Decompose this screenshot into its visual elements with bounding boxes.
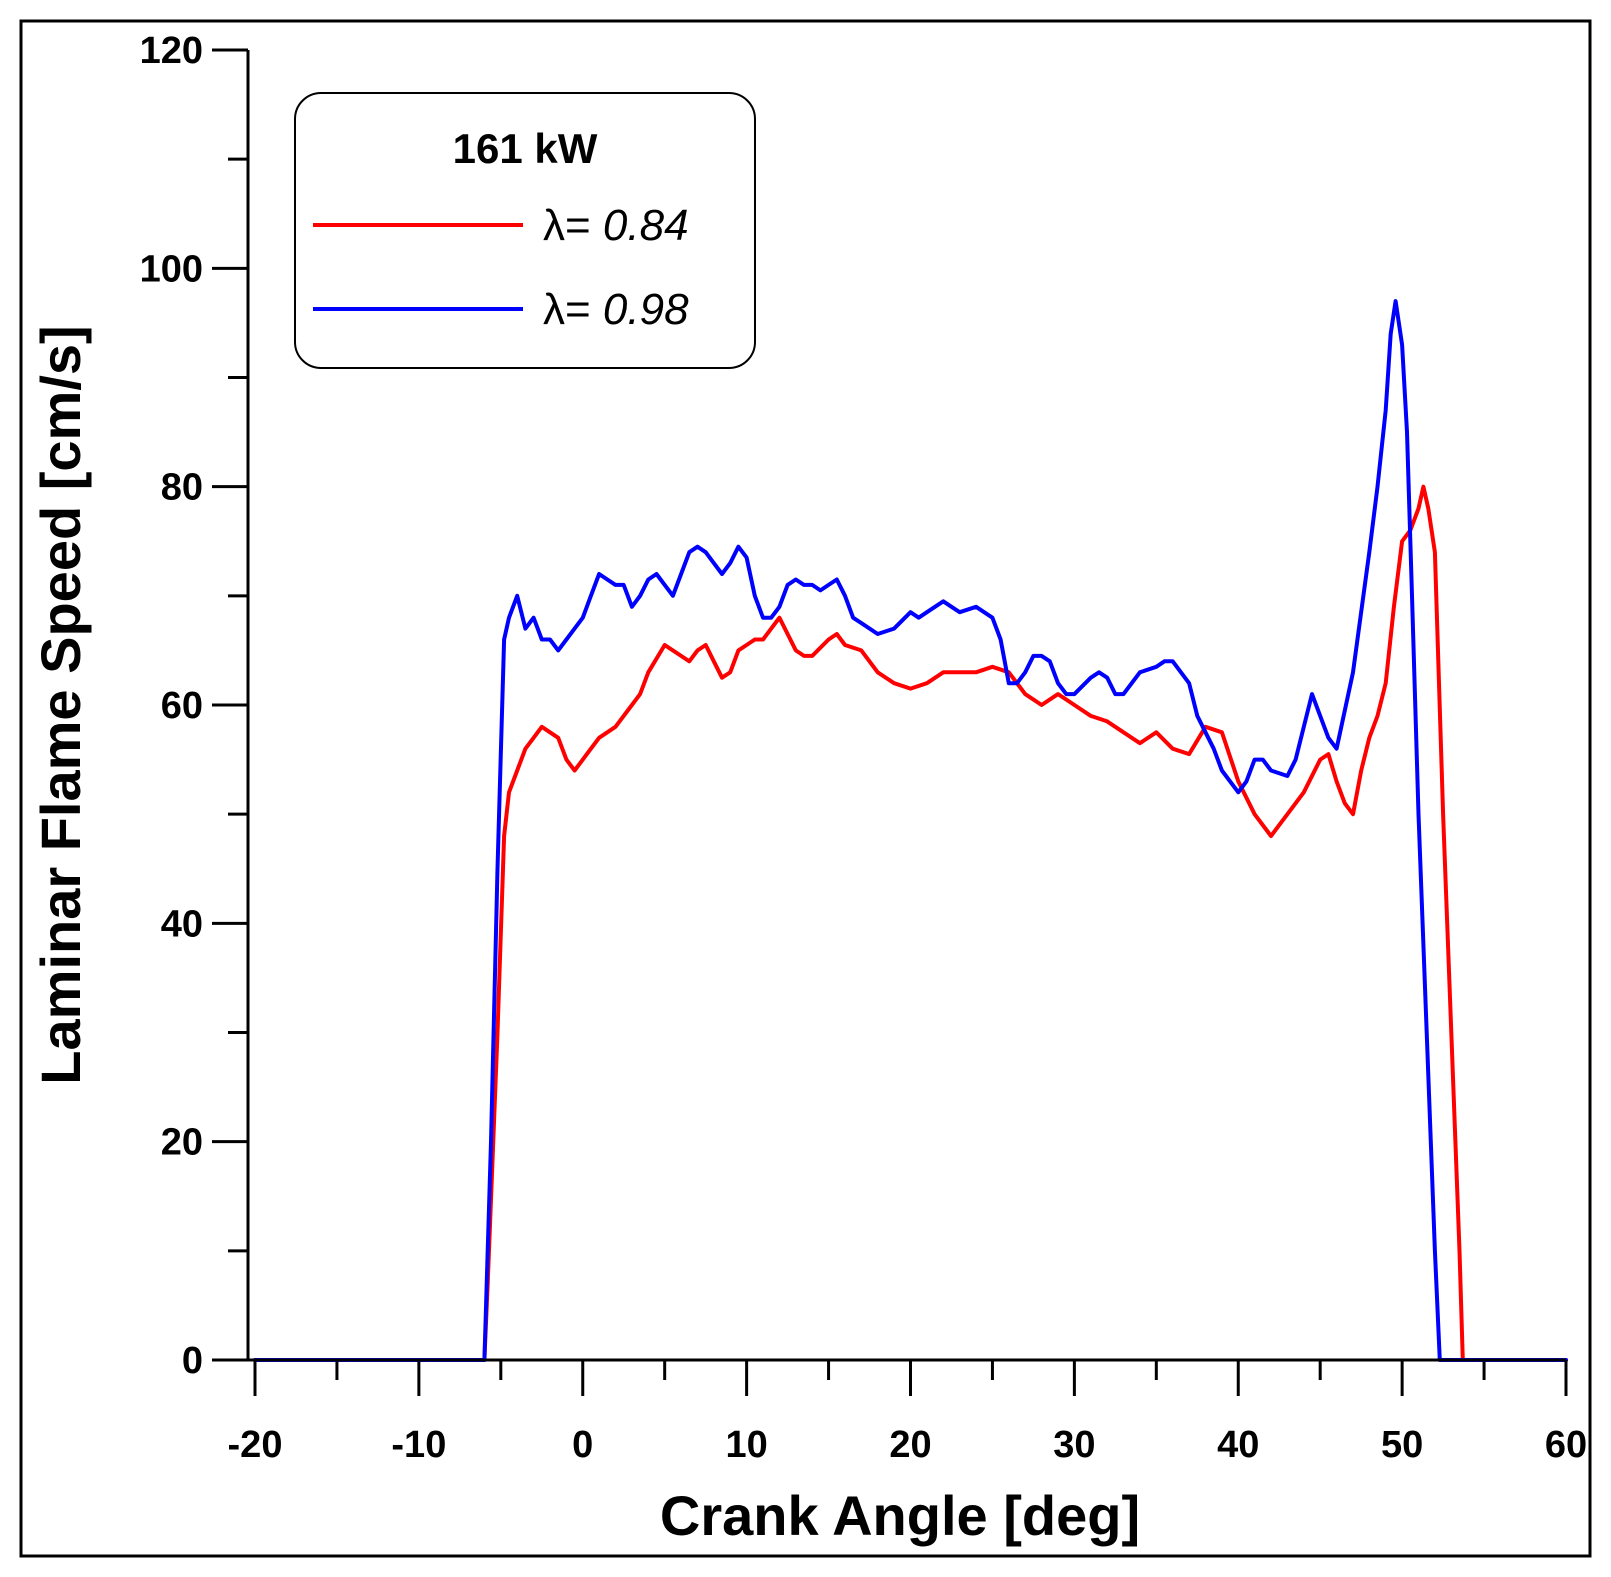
- series-line-lambda-0-84: [253, 484, 1568, 1362]
- y-tick-label: 40: [161, 903, 203, 945]
- legend-value: 0.98: [603, 285, 689, 334]
- x-tick-label: 50: [1381, 1424, 1423, 1466]
- y-tick-label: 0: [182, 1340, 203, 1382]
- legend-label-lambda-0-84: λ= 0.84: [543, 201, 689, 250]
- legend-title: 161 kW: [453, 125, 598, 172]
- x-tick-label: 30: [1053, 1424, 1095, 1466]
- x-axis-title: Crank Angle [deg]: [660, 1484, 1140, 1547]
- x-tick-label: -20: [228, 1424, 283, 1466]
- series-line-lambda-0-98: [253, 299, 1568, 1362]
- x-tick-label: 20: [889, 1424, 931, 1466]
- x-tick-label: 60: [1545, 1424, 1587, 1466]
- x-tick-label: 40: [1217, 1424, 1259, 1466]
- x-tick-label: -10: [391, 1424, 446, 1466]
- y-tick-label: 20: [161, 1122, 203, 1164]
- legend-value: 0.84: [603, 201, 689, 250]
- axes-layer: 0 20 40 60 80 100 120 -20 -10 0 10 20 30 40 50 60: [140, 30, 1588, 1466]
- legend-prefix: λ=: [543, 285, 603, 334]
- y-axis-title: Laminar Flame Speed [cm/s]: [29, 325, 92, 1084]
- y-tick-label: 80: [161, 467, 203, 509]
- legend-box: [294, 92, 756, 369]
- x-tick-label: 0: [572, 1424, 593, 1466]
- series-layer: [253, 299, 1568, 1362]
- legend-prefix: λ=: [543, 201, 603, 250]
- y-tick-label: 60: [161, 685, 203, 727]
- outer-frame: [19, 19, 1592, 1558]
- y-tick-label: 120: [140, 30, 203, 72]
- legend-label-lambda-0-98: λ= 0.98: [543, 285, 689, 334]
- y-tick-label: 100: [140, 248, 203, 290]
- legend: 161 kW λ= 0.84 λ= 0.98: [294, 92, 756, 369]
- x-tick-label: 10: [725, 1424, 767, 1466]
